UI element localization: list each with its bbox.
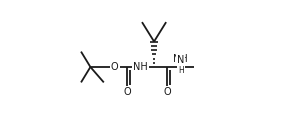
Text: O: O — [124, 87, 131, 97]
Text: NH: NH — [174, 54, 188, 64]
Text: H: H — [178, 66, 184, 75]
Text: O: O — [164, 87, 171, 97]
Text: O: O — [111, 62, 118, 72]
Text: N: N — [177, 55, 185, 65]
Text: NH: NH — [133, 62, 148, 72]
